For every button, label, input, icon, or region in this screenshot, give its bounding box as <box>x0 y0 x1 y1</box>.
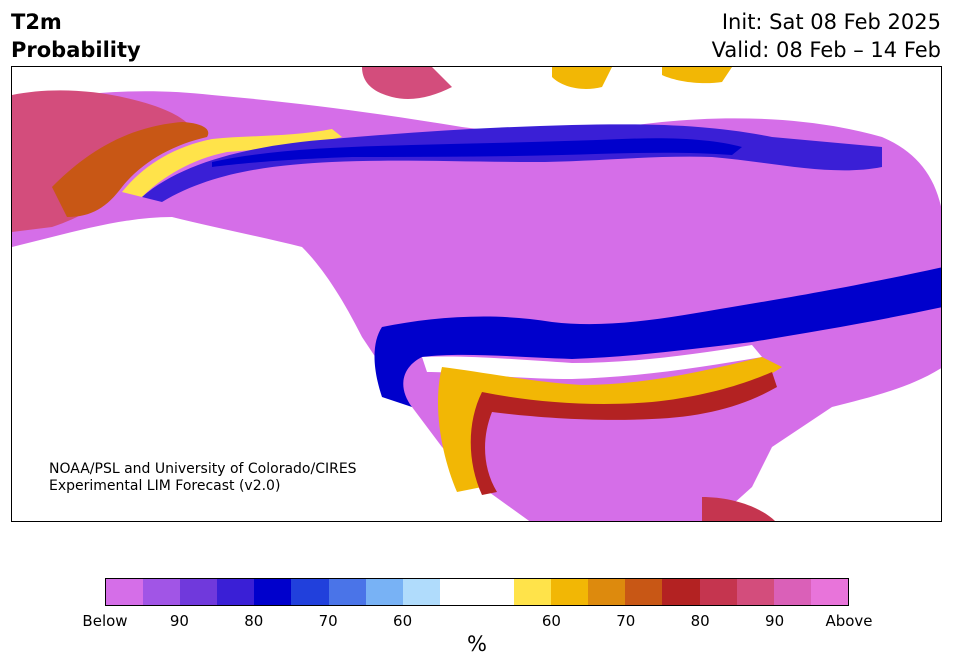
credit-line-1: NOAA/PSL and University of Colorado/CIRE… <box>49 461 357 477</box>
arctic-warm-patch-2 <box>662 67 732 84</box>
arctic-warm-patch <box>552 67 612 89</box>
colorbar-segment <box>254 579 292 605</box>
colorbar-segment <box>365 579 403 605</box>
credit-line-2: Experimental LIM Forecast (v2.0) <box>49 478 281 494</box>
colorbar-segment <box>180 579 218 605</box>
colorbar-segment <box>106 579 144 605</box>
midlat-cold-band <box>374 267 941 407</box>
colorbar-tick-label: 70 <box>616 612 636 630</box>
colorbar-segment <box>773 579 811 605</box>
colorbar-segment <box>439 579 477 605</box>
colorbar-segment <box>514 579 552 605</box>
colorbar-unit: % <box>467 632 487 656</box>
midlat-transition-white <box>422 345 762 379</box>
arctic-warm-region <box>362 67 452 99</box>
colorbar-tick-label: 90 <box>169 612 189 630</box>
colorbar-tick-label: 60 <box>393 612 413 630</box>
arctic-cold-core <box>212 138 742 167</box>
colorbar-segment <box>625 579 663 605</box>
colorbar-tick-label: 80 <box>690 612 710 630</box>
colorbar-tick-label: 60 <box>541 612 561 630</box>
colorbar-tick-label: Above <box>825 612 873 630</box>
colorbar-segment <box>476 579 515 605</box>
colorbar-segment <box>217 579 255 605</box>
colorbar-segment <box>328 579 366 605</box>
colorbar-segment <box>588 579 626 605</box>
colorbar-segment <box>810 579 848 605</box>
alaska-warm-core <box>52 122 209 217</box>
forecast-dates: Init: Sat 08 Feb 2025 Valid: 08 Feb – 14… <box>712 8 941 64</box>
southern-warm-band <box>437 357 782 492</box>
colorbar-segment <box>143 579 181 605</box>
colorbar-tick-label: 80 <box>244 612 264 630</box>
colorbar-tick-label: Below <box>82 612 128 630</box>
colorbar-tick-label: 90 <box>765 612 785 630</box>
title-product: Probability <box>11 38 141 62</box>
valid-date: Valid: 08 Feb – 14 Feb <box>711 38 941 62</box>
colorbar-segment <box>402 579 440 605</box>
land-region-cold <box>12 91 941 521</box>
map-title: T2m Probability <box>11 8 141 64</box>
colorbar-segment <box>291 579 329 605</box>
caribbean-warm <box>702 497 775 521</box>
colorbar-segment <box>551 579 589 605</box>
init-date: Init: Sat 08 Feb 2025 <box>721 10 941 34</box>
colorbar-segment <box>736 579 774 605</box>
colorbar-tick-label: 70 <box>318 612 338 630</box>
forecast-map: NOAA/PSL and University of Colorado/CIRE… <box>11 66 942 522</box>
probability-map-graphic <box>12 67 941 521</box>
title-variable: T2m <box>11 10 62 34</box>
colorbar-segment <box>699 579 737 605</box>
map-credit: NOAA/PSL and University of Colorado/CIRE… <box>49 461 357 495</box>
colorbar-segment <box>662 579 700 605</box>
probability-colorbar <box>105 578 849 606</box>
southern-warm-core <box>470 372 777 495</box>
